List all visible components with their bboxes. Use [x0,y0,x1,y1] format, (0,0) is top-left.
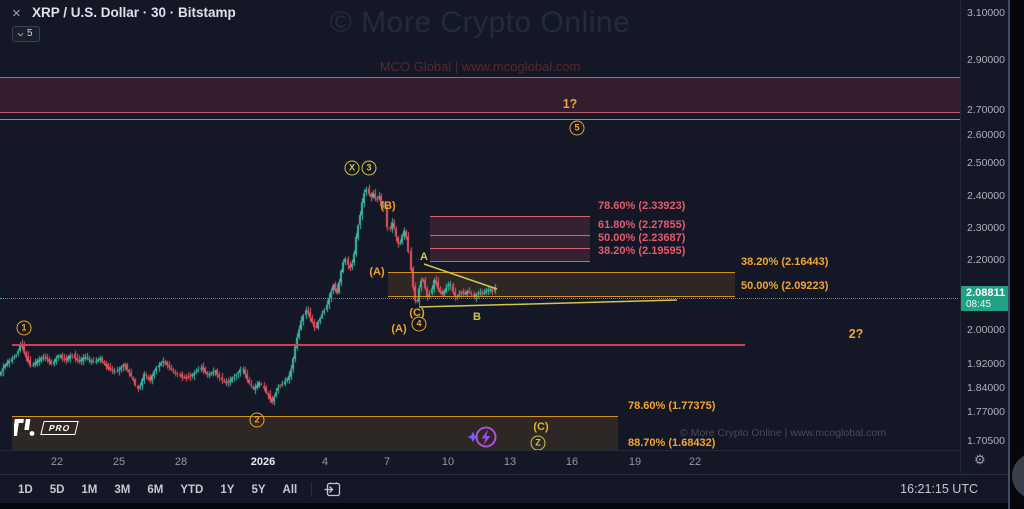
lightning-emoji-icon [468,426,497,448]
chevron-down-icon [17,32,24,37]
range-button-1y[interactable]: 1Y [220,484,235,496]
tradingview-logo-icon [14,419,35,436]
fib-level-label: 78.60% (2.33923) [598,199,686,212]
gear-icon[interactable]: ⚙ [974,452,986,467]
window-bottom-edge [0,503,1024,509]
range-button-6m[interactable]: 6M [147,484,164,496]
symbol-title[interactable]: XRP / U.S. Dollar · 30 · Bitstamp [32,5,236,20]
fib-level-label: 88.70% (1.68432) [628,437,716,450]
tradingview-pro-logo[interactable]: PRO [14,418,80,437]
last-price-badge: 2.08811 08:45 [961,285,1009,311]
trendline [423,263,498,290]
trendline-drawings [418,263,678,308]
clipped-circle-element [1012,453,1024,499]
wave-label-a: (A) [391,323,407,335]
pro-badge: PRO [40,420,80,435]
wave2-target-zone-line [12,415,618,417]
fib-level-label: 78.60% (1.77375) [628,399,716,412]
fib-retracement-orange-line [388,271,735,273]
current-price-line [0,297,958,299]
wave-label-2: 2 [249,412,265,428]
price-axis-label: 2.50000 [967,157,1005,169]
price-axis-label: 1.84000 [967,382,1005,394]
price-axis-label: 1.70500 [967,435,1005,447]
fib-retracement-pink-line [430,261,590,263]
time-axis-label: 19 [628,456,642,468]
time-axis-label: 22 [50,456,64,468]
interval-dropdown[interactable]: 5 [12,26,40,42]
wave1-target-zone-line [0,112,960,113]
interval-value: 5 [27,28,33,39]
fib-retracement-pink-line [430,247,590,249]
price-axis-label: 2.00000 [967,324,1005,336]
price-axis-label: 2.70000 [967,104,1005,116]
last-price-value: 2.08811 [966,286,1006,299]
wave-label-2: 2? [848,327,864,341]
wave-label-4: 4 [411,316,427,332]
price-axis-label: 2.20000 [967,254,1005,266]
price-axis-label: 1.92000 [967,358,1005,370]
wave-label-b: B [473,311,481,323]
range-button-ytd[interactable]: YTD [180,484,204,496]
fib-level-label: 61.80% (2.27855) [598,218,686,231]
time-axis-label: 28 [174,456,188,468]
price-axis-label: 1.77000 [967,406,1005,418]
time-axis-label: 10 [441,456,455,468]
window-edge-highlight [1008,0,1010,509]
fib-level-label: 50.00% (2.23687) [598,231,686,244]
wave-label-b: (B) [380,200,396,212]
range-button-5y[interactable]: 5Y [251,484,266,496]
wave-label-1: 1 [16,320,32,336]
price-axis[interactable]: 3.10000 2.90000 2.70000 2.60000 2.50000 2.400… [960,0,1009,473]
time-axis-label: 7 [383,456,391,468]
fib-level-label: 38.20% (2.19595) [598,245,686,258]
wave-label-a: A [420,251,428,263]
fib-retracement-pink-line [430,215,590,217]
range-button-1m[interactable]: 1M [81,484,98,496]
bottom-toolbar: 1D 5D 1M 3M 6M YTD 1Y 5Y All 16:21:15 UTC [0,474,1008,503]
wave-label-x: X [344,160,360,176]
range-button-3m[interactable]: 3M [114,484,131,496]
toolbar-divider [311,481,313,497]
price-axis-label: 2.60000 [967,129,1005,141]
fib-level-label: 50.00% (2.09223) [741,280,829,293]
go-to-date-icon[interactable] [324,482,341,497]
time-axis-label: 16 [565,456,579,468]
range-button-5d[interactable]: 5D [49,484,65,496]
wave-label-c: (C) [533,421,549,433]
price-axis-label: 3.10000 [967,7,1005,19]
wave-label-3: 3 [361,160,377,176]
price-axis-label: 2.90000 [967,54,1005,66]
trendline [418,299,678,308]
time-axis-label: 2026 [250,456,276,468]
footer-watermark: © More Crypto Online | www.mcoglobal.com [680,427,886,439]
bar-countdown: 08:45 [966,298,992,310]
fib-retracement-pink-line [430,234,590,236]
close-icon[interactable]: × [12,5,21,22]
clock-utc[interactable]: 16:21:15 UTC [900,482,978,496]
range-button-1d[interactable]: 1D [18,484,33,496]
time-axis[interactable]: 22 25 28 2026 4 7 10 13 16 19 22 [0,450,960,474]
wave-label-1: 1? [562,97,578,111]
time-axis-label: 13 [503,456,517,468]
wave-label-z: Z [530,435,546,450]
candlestick-canvas[interactable] [0,0,960,450]
fib-level-label: 38.20% (2.16443) [741,255,829,268]
wave-label-a: (A) [369,266,385,278]
resistance-red-line [12,344,745,346]
time-axis-label: 4 [321,456,329,468]
wave1-target-zone-extra-line [0,119,960,121]
time-axis-label: 22 [688,456,702,468]
time-axis-label: 25 [112,456,126,468]
chart-plot-area[interactable]: © More Crypto Online MCO Global | www.mc… [0,0,960,450]
price-axis-label: 2.30000 [967,222,1005,234]
fib-retracement-orange-line [388,296,735,298]
wave-label-5: 5 [569,120,585,136]
window-right-edge [1010,0,1024,509]
wave-label-c: (C) [409,307,425,319]
range-button-all[interactable]: All [282,484,298,496]
wave1-target-zone-line [0,76,960,78]
price-axis-label: 2.40000 [967,190,1005,202]
